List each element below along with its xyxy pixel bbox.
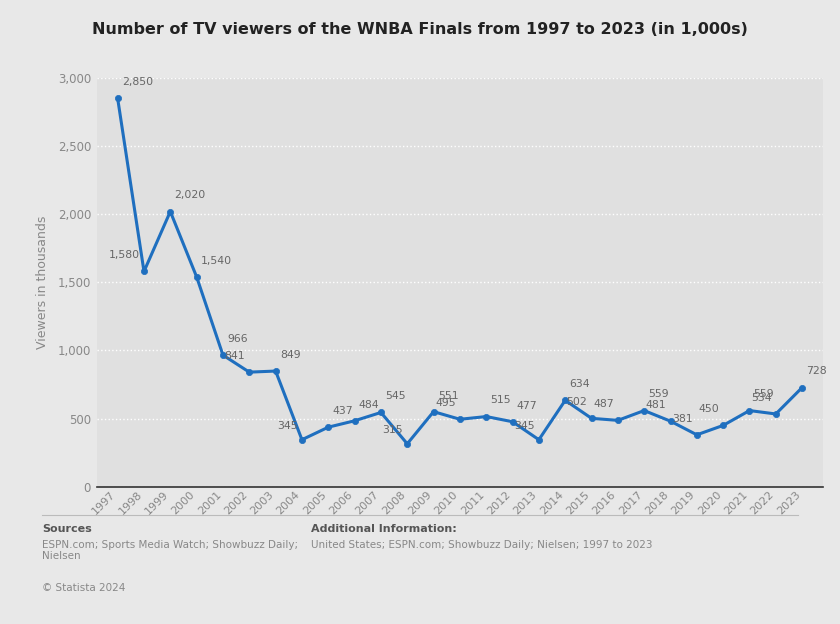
Text: 559: 559 <box>753 389 774 399</box>
Text: 437: 437 <box>333 406 353 416</box>
Text: United States; ESPN.com; Showbuzz Daily; Nielsen; 1997 to 2023: United States; ESPN.com; Showbuzz Daily;… <box>311 540 653 550</box>
Text: 450: 450 <box>698 404 719 414</box>
Text: 515: 515 <box>491 396 511 406</box>
Text: 487: 487 <box>593 399 614 409</box>
Text: 484: 484 <box>359 399 380 410</box>
Text: 2,020: 2,020 <box>175 190 206 200</box>
Text: 381: 381 <box>672 414 693 424</box>
Text: ESPN.com; Sports Media Watch; Showbuzz Daily;
Nielsen: ESPN.com; Sports Media Watch; Showbuzz D… <box>42 540 298 562</box>
Text: 481: 481 <box>646 400 666 410</box>
Text: 545: 545 <box>385 391 406 401</box>
Text: 495: 495 <box>435 398 456 408</box>
Text: 534: 534 <box>751 393 772 403</box>
Text: 841: 841 <box>224 351 245 361</box>
Text: 728: 728 <box>806 366 827 376</box>
Text: Sources: Sources <box>42 524 92 534</box>
Text: 559: 559 <box>648 389 669 399</box>
Text: 966: 966 <box>227 334 248 344</box>
Text: 315: 315 <box>382 426 403 436</box>
Text: © Statista 2024: © Statista 2024 <box>42 583 125 593</box>
Text: 634: 634 <box>570 379 590 389</box>
Text: 502: 502 <box>567 397 587 407</box>
Text: 849: 849 <box>280 350 301 360</box>
Text: Number of TV viewers of the WNBA Finals from 1997 to 2023 (in 1,000s): Number of TV viewers of the WNBA Finals … <box>92 22 748 37</box>
Text: 477: 477 <box>517 401 538 411</box>
Text: 345: 345 <box>277 421 297 431</box>
Text: Additional Information:: Additional Information: <box>311 524 457 534</box>
Text: 1,580: 1,580 <box>108 250 139 260</box>
Text: 345: 345 <box>514 421 535 431</box>
Text: 551: 551 <box>438 391 459 401</box>
Text: 1,540: 1,540 <box>201 256 232 266</box>
Y-axis label: Viewers in thousands: Viewers in thousands <box>36 216 50 349</box>
Text: 2,850: 2,850 <box>122 77 153 87</box>
